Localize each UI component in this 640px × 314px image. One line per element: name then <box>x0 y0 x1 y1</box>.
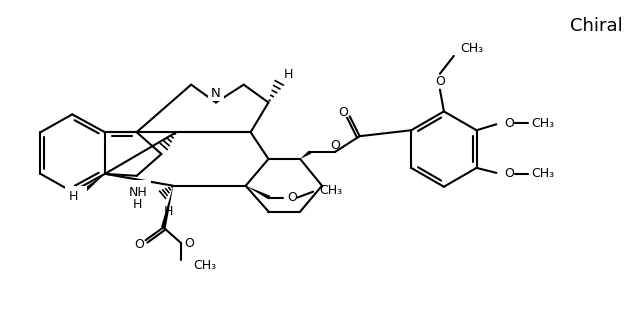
Polygon shape <box>300 150 311 159</box>
Bar <box>123 180 150 203</box>
Text: CH₃: CH₃ <box>319 184 342 197</box>
Text: H: H <box>284 68 293 81</box>
Text: O: O <box>435 75 445 88</box>
Bar <box>65 186 87 203</box>
Text: N: N <box>211 87 221 100</box>
Text: O: O <box>504 167 514 180</box>
Text: O: O <box>134 238 145 251</box>
Text: Chiral: Chiral <box>570 17 622 35</box>
Text: O: O <box>184 237 194 250</box>
Text: NH: NH <box>128 186 147 199</box>
Text: CH₃: CH₃ <box>531 117 554 130</box>
Text: CH₃: CH₃ <box>193 258 216 272</box>
Polygon shape <box>82 174 105 193</box>
Text: H: H <box>133 198 142 211</box>
Text: O: O <box>287 191 297 204</box>
Text: O: O <box>338 106 348 119</box>
Polygon shape <box>246 186 270 199</box>
Text: CH₃: CH₃ <box>531 167 554 180</box>
Text: O: O <box>330 138 340 152</box>
Text: O: O <box>504 117 514 130</box>
Polygon shape <box>161 186 173 228</box>
Bar <box>208 87 224 100</box>
Text: CH₃: CH₃ <box>461 42 484 56</box>
Text: H: H <box>164 205 173 218</box>
Text: H: H <box>68 190 78 203</box>
